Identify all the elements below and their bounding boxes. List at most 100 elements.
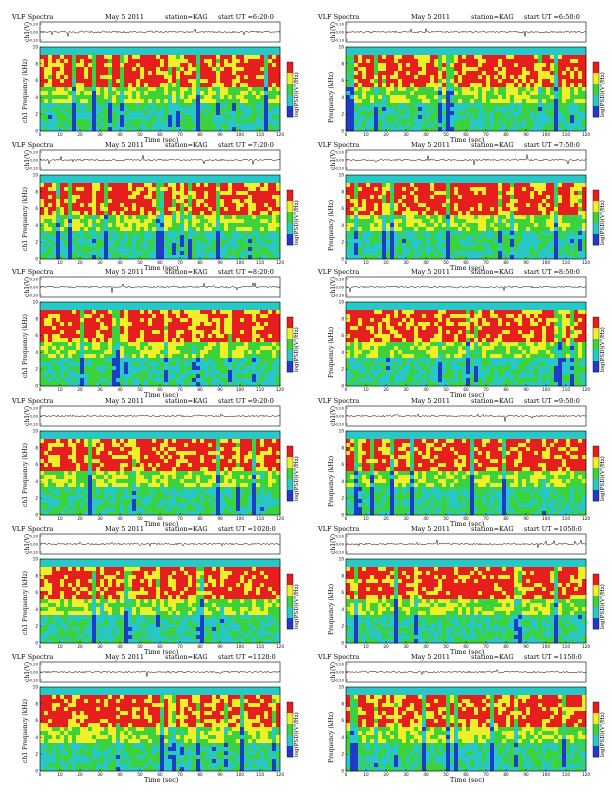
spectrogram-cell xyxy=(462,79,467,84)
spectrogram-cell xyxy=(414,231,419,236)
spectrogram-cell xyxy=(180,127,185,132)
spectrogram-cell xyxy=(362,203,367,208)
spectrogram-cell xyxy=(40,123,45,128)
spectrogram-cell xyxy=(116,87,121,92)
spectrogram-cell xyxy=(498,63,503,68)
spectrogram-cell xyxy=(466,243,471,248)
spectrogram-cell xyxy=(354,227,359,232)
spectrogram-cell xyxy=(414,255,419,260)
spectrogram-cell xyxy=(192,87,197,92)
spectrogram-cell xyxy=(44,59,49,64)
spectrogram-cell xyxy=(390,87,395,92)
spectrogram-cell xyxy=(578,111,583,116)
spectrogram-cell xyxy=(120,107,125,112)
spectrogram-cell xyxy=(538,247,543,252)
spectrogram-cell xyxy=(116,187,121,192)
spectrogram-cell xyxy=(362,83,367,88)
colorbar-label: log(PSD)(V²/Hz) xyxy=(294,200,300,245)
spectrogram-cell xyxy=(494,215,499,220)
spectrogram-cell xyxy=(530,127,535,132)
spectrogram-cell xyxy=(550,127,555,132)
spectrogram-cell xyxy=(494,99,499,104)
spectrogram-cell xyxy=(570,119,575,124)
spectrogram-cell xyxy=(220,219,225,224)
spectrogram-cell xyxy=(522,195,527,200)
spectrogram-cell xyxy=(172,103,177,108)
spectrogram-cell xyxy=(518,99,523,104)
spectrogram-cell xyxy=(68,119,73,124)
time-tick-label: 100 xyxy=(236,260,244,265)
spectrogram-cell xyxy=(144,67,149,72)
spectrogram-cell xyxy=(474,195,479,200)
spectrogram-cell xyxy=(240,79,245,84)
spectrogram-cell xyxy=(196,67,201,72)
spectrogram-cell xyxy=(88,91,93,96)
spectrogram-cell xyxy=(562,123,567,128)
spectrogram-cell xyxy=(362,199,367,204)
spectrogram-cell xyxy=(418,219,423,224)
spectrogram-cell xyxy=(510,55,515,60)
spectrogram-cell xyxy=(196,119,201,124)
freq-tick-label: 6 xyxy=(341,78,344,83)
spectrogram-cell xyxy=(60,87,65,92)
spectrogram-cell xyxy=(244,67,249,72)
spectrogram-cell xyxy=(176,83,181,88)
spectrogram-cell xyxy=(168,175,173,180)
spectrogram-cell xyxy=(152,83,157,88)
spectrogram-cell xyxy=(212,107,217,112)
spectrogram-cell xyxy=(108,211,113,216)
spectrogram-cell xyxy=(248,215,253,220)
spectrogram-cell xyxy=(386,107,391,112)
spectrogram-cell xyxy=(466,215,471,220)
spectrogram-cell xyxy=(236,235,241,240)
spectrogram-cell xyxy=(442,199,447,204)
spectrogram-cell xyxy=(366,115,371,120)
spectrogram-cell xyxy=(108,191,113,196)
spectrogram-cell xyxy=(240,251,245,256)
spectrogram-cell xyxy=(176,187,181,192)
spectrogram-cell xyxy=(350,247,355,252)
spectrogram-cell xyxy=(92,51,97,56)
spectrogram-cell xyxy=(228,51,233,56)
spectrogram-cell xyxy=(578,107,583,112)
spectrogram-cell xyxy=(382,79,387,84)
spectrogram-cell xyxy=(470,71,475,76)
spectrogram-cell xyxy=(192,51,197,56)
spectrogram-cell xyxy=(470,87,475,92)
spectrogram-cell xyxy=(378,99,383,104)
spectrogram-cell xyxy=(236,71,241,76)
spectrogram-cell xyxy=(260,119,265,124)
spectrogram-cell xyxy=(394,83,399,88)
spectrogram-cell xyxy=(204,251,209,256)
spectrogram-cell xyxy=(84,187,89,192)
spectrogram-cell xyxy=(52,183,57,188)
spectrogram-cell xyxy=(128,227,133,232)
spectrogram-cell xyxy=(180,47,185,52)
spectrogram-cell xyxy=(44,211,49,216)
spectrogram-cell xyxy=(454,83,459,88)
spectrogram-cell xyxy=(346,215,351,220)
spectrogram-cell xyxy=(240,63,245,68)
spectrogram-cell xyxy=(256,119,261,124)
spectrogram-cell xyxy=(514,183,519,188)
spectrogram-cell xyxy=(362,115,367,120)
spectrogram-cell xyxy=(56,107,61,112)
spectrogram-cell xyxy=(180,107,185,112)
spectrogram-cell xyxy=(68,99,73,104)
spectrogram-cell xyxy=(264,51,269,56)
spectrogram-cell xyxy=(216,107,221,112)
spectrogram-cell xyxy=(470,79,475,84)
spectrogram-cell xyxy=(164,103,169,108)
spectrogram-cell xyxy=(40,187,45,192)
spectrogram-cell xyxy=(366,219,371,224)
spectrogram-cell xyxy=(120,207,125,212)
spectrogram-cell xyxy=(72,191,77,196)
spectrogram-cell xyxy=(92,75,97,80)
spectrogram-cell xyxy=(88,127,93,132)
spectrogram-cell xyxy=(354,175,359,180)
spectrogram-cell xyxy=(386,187,391,192)
spectrogram-cell xyxy=(136,79,141,84)
spectrogram-cell xyxy=(446,111,451,116)
spectrogram-cell xyxy=(558,95,563,100)
spectrogram-cell xyxy=(522,227,527,232)
